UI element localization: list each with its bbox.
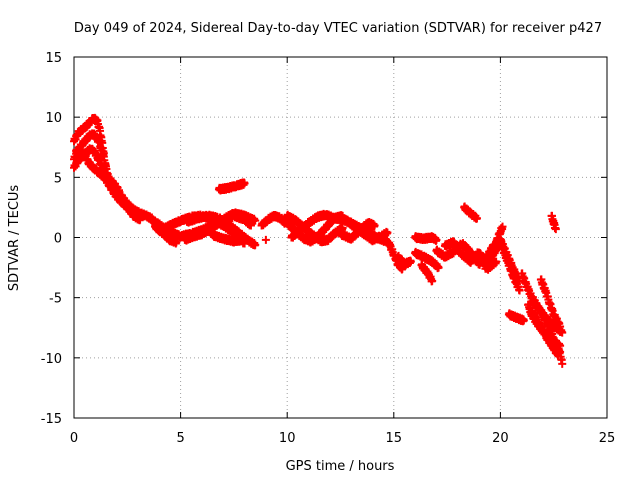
y-tick-label: -5 — [49, 292, 62, 307]
data-point — [370, 221, 379, 230]
data-point — [515, 286, 524, 295]
trace-t2 — [70, 129, 157, 224]
trace-t19 — [379, 232, 407, 274]
y-tick-label: -10 — [41, 352, 62, 367]
data-point — [558, 328, 567, 337]
data-point — [240, 179, 249, 188]
data-point — [519, 316, 528, 325]
data-point — [136, 215, 145, 224]
data-point — [492, 257, 501, 266]
data-point — [251, 216, 260, 225]
x-tick-label: 25 — [599, 431, 616, 446]
trace-t12 — [257, 210, 290, 230]
data-point — [238, 235, 247, 244]
trace-t13 — [261, 235, 270, 244]
data-points — [70, 113, 567, 368]
data-point — [432, 235, 441, 244]
data-point — [251, 240, 260, 249]
trace-t20 — [394, 251, 415, 269]
x-tick-label: 15 — [386, 431, 403, 446]
data-point — [172, 238, 181, 247]
x-tick-labels: 0 5 10 15 20 25 — [70, 431, 615, 446]
x-tick-label: 5 — [176, 431, 184, 446]
data-point — [434, 263, 443, 272]
trace-t35 — [536, 275, 565, 331]
trace-t11 — [214, 178, 249, 195]
trace-t36 — [547, 211, 560, 234]
y-tick-label: 0 — [54, 232, 62, 247]
data-point — [472, 214, 481, 223]
trace-t26 — [460, 202, 481, 223]
trace-t4 — [72, 145, 119, 196]
y-tick-label: 15 — [45, 51, 62, 66]
trace-t30 — [504, 309, 528, 326]
data-point — [428, 276, 437, 285]
trace-t23 — [417, 260, 437, 286]
data-point — [406, 257, 415, 266]
data-point — [261, 235, 270, 244]
data-point — [110, 187, 119, 196]
y-tick-label: 5 — [54, 171, 62, 186]
data-point — [498, 222, 507, 231]
trace-t10 — [208, 229, 247, 247]
data-point — [553, 351, 562, 360]
x-tick-label: 10 — [279, 431, 296, 446]
y-axis-label: SDTVAR / TECUs — [7, 185, 22, 292]
chart-title: Day 049 of 2024, Sidereal Day-to-day VTE… — [74, 21, 602, 36]
y-tick-label: 10 — [45, 111, 62, 126]
y-tick-labels: -15 -10 -5 0 5 10 15 — [41, 51, 62, 427]
data-point — [383, 228, 392, 237]
y-tick-label: -15 — [41, 412, 62, 427]
trace-t33 — [526, 307, 565, 350]
data-point — [556, 322, 565, 331]
trace-t21 — [411, 232, 441, 245]
data-point — [551, 225, 560, 234]
trace-t22 — [411, 247, 443, 273]
x-tick-label: 20 — [492, 431, 509, 446]
data-point — [556, 341, 565, 350]
trace-t18 — [336, 218, 379, 244]
axis-ticks — [73, 56, 608, 419]
x-tick-label: 0 — [70, 431, 78, 446]
x-axis-label: GPS time / hours — [286, 459, 395, 474]
data-point — [558, 359, 567, 368]
